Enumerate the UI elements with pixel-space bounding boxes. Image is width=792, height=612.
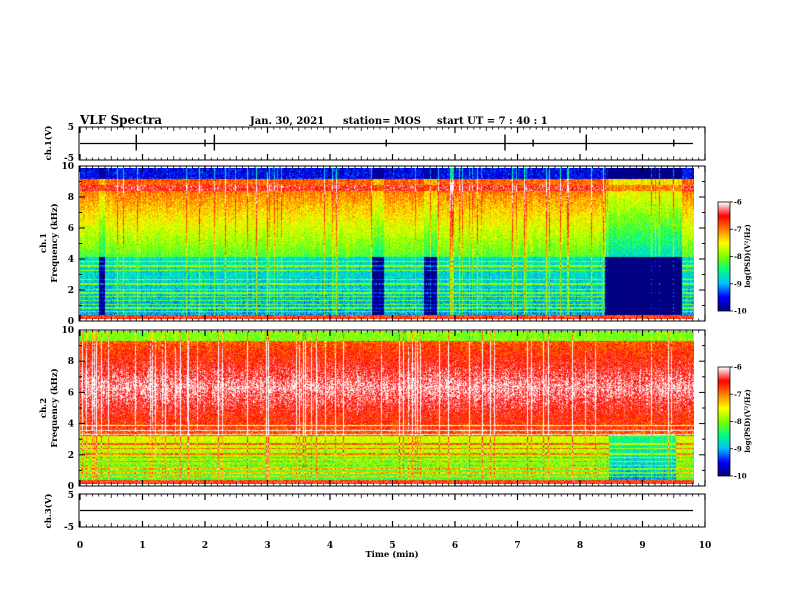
ch1-freq-tick-label: 6 [68, 224, 74, 234]
ch1-freq-tick-label: 0 [68, 317, 74, 327]
ch1-colorbar-label: log(PSD)(V²/Hz) [743, 224, 752, 288]
ch1-spec-ylabel-channel: ch.1 [39, 233, 49, 253]
time-tick-label: 0 [77, 541, 83, 551]
ch3-ytick-top: 5 [68, 491, 74, 501]
ch2-colorbar-tick-label: -9 [734, 444, 742, 453]
ch2-spec-ylabel-channel: ch.2 [39, 398, 49, 418]
time-tick-label: 2 [202, 541, 208, 551]
start-time-label: start UT = 7 : 40 : 1 [437, 116, 548, 127]
ch1-freq-tick-label: 10 [61, 162, 74, 172]
time-tick-label: 6 [452, 541, 458, 551]
ch2-freq-tick-label: 4 [68, 420, 74, 430]
ch2-colorbar: -6 -7 -8 -9 -10 log(PSD)(V²/Hz) [717, 363, 752, 481]
ch1-ytick-top: 5 [68, 123, 74, 133]
time-axis-label: Time (min) [365, 549, 418, 560]
ch2-freq-tick-label: 6 [68, 388, 74, 398]
date-label: Jan. 30, 2021 [249, 116, 324, 127]
ch1-freq-tick-label: 2 [68, 286, 74, 296]
time-tick-label: 7 [514, 541, 520, 551]
ch2-spectrogram-panel: 0 2 4 6 8 10 ch.2 Frequency (kHz) [39, 326, 706, 492]
time-axis-labels: 0 1 2 3 4 5 6 7 8 9 10 [77, 541, 711, 551]
ch1-ylabel: ch.1(V) [43, 126, 54, 161]
ch1-spectrogram-panel: 0 2 4 6 8 10 ch.1 Frequency (kHz) [39, 162, 706, 327]
ch1-colorbar-tick-label: -9 [734, 279, 742, 288]
ch3-ylabel: ch.3(V) [43, 494, 54, 529]
ch2-spec-ylabel-freq: Frequency (kHz) [49, 368, 60, 447]
ch2-freq-tick-label: 0 [68, 482, 74, 492]
time-tick-label: 5 [389, 541, 395, 551]
ch1-colorbar-gradient [718, 202, 730, 311]
ch1-freq-tick-label: 8 [68, 193, 74, 203]
ch2-freq-tick-label: 8 [68, 357, 74, 367]
ch1-ytick-bottom: -5 [64, 154, 74, 164]
ch1-colorbar-tick-label: -10 [734, 307, 747, 316]
ch1-colorbar-tick-label: -8 [734, 252, 742, 261]
time-tick-label: 9 [639, 541, 645, 551]
time-tick-label: 8 [577, 541, 583, 551]
ch2-colorbar-tick-label: -8 [734, 417, 742, 426]
time-tick-label: 10 [699, 541, 712, 551]
ch1-colorbar-tick-label: -7 [734, 225, 742, 234]
ch2-spectrogram-image [80, 331, 694, 484]
figure-title: VLF Spectra [79, 113, 162, 127]
ch1-colorbar-tick-label: -6 [734, 198, 742, 207]
ch1-spikes [135, 134, 675, 151]
ch2-colorbar-tick-label: -7 [734, 390, 742, 399]
time-tick-label: 3 [264, 541, 270, 551]
time-tick-label: 1 [139, 541, 145, 551]
time-axis-ticks [79, 127, 706, 527]
station-label: station= MOS [343, 116, 421, 127]
ch2-freq-tick-label: 10 [61, 326, 74, 336]
ch1-colorbar: -6 -7 -8 -9 -10 log(PSD)(V²/Hz) [717, 198, 752, 316]
ch3-ytick-bottom: -5 [64, 523, 74, 533]
ch2-colorbar-tick-label: -6 [734, 363, 742, 372]
ch1-freq-tick-label: 4 [68, 255, 74, 265]
ch2-colorbar-tick-label: -10 [734, 472, 747, 481]
ch1-spectrogram-image [80, 168, 694, 319]
ch2-freq-tick-label: 2 [68, 451, 74, 461]
ch2-colorbar-gradient [718, 367, 730, 476]
time-tick-label: 4 [327, 541, 333, 551]
ch2-colorbar-label: log(PSD)(V²/Hz) [743, 389, 752, 453]
ch1-spec-ylabel-freq: Frequency (kHz) [49, 203, 60, 282]
